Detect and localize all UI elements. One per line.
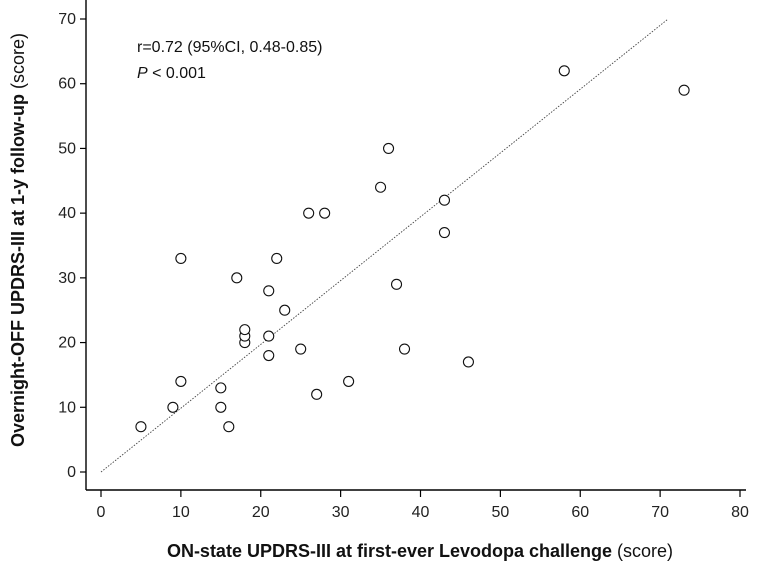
data-point <box>303 207 315 219</box>
data-point <box>343 375 355 387</box>
data-point <box>223 421 235 433</box>
data-point <box>271 252 283 264</box>
p-symbol: P <box>137 65 148 82</box>
data-point <box>263 349 275 362</box>
p-value-annotation: P < 0.001 <box>137 65 206 82</box>
trend-line <box>100 18 669 473</box>
data-point <box>175 252 187 264</box>
data-point <box>558 65 570 77</box>
y-tick-label: 70 <box>58 11 76 28</box>
data-point <box>279 304 291 316</box>
y-tick-label: 20 <box>58 335 76 352</box>
data-point <box>215 401 227 413</box>
data-point <box>263 285 275 297</box>
x-axis-title-unit: (score) <box>617 541 673 561</box>
data-point <box>175 375 187 387</box>
data-point <box>263 330 275 342</box>
data-point <box>678 84 690 96</box>
data-point <box>135 421 147 433</box>
x-axis-title-main: ON-state UPDRS-III at first-ever Levodop… <box>167 541 612 561</box>
data-point <box>438 194 451 206</box>
x-tick-label: 20 <box>252 504 270 521</box>
data-point <box>462 356 474 368</box>
p-value-text: < 0.001 <box>148 65 206 82</box>
y-tick-label: 30 <box>58 270 76 287</box>
data-point <box>390 278 403 290</box>
y-tick-label: 0 <box>67 464 76 481</box>
data-point <box>319 207 331 219</box>
data-point <box>311 388 323 400</box>
data-point <box>239 324 251 336</box>
x-tick-label: 30 <box>332 504 350 521</box>
data-point <box>398 343 411 355</box>
data-points <box>135 65 690 433</box>
x-tick-label: 60 <box>571 504 589 521</box>
y-axis-title: Overnight-OFF UPDRS-III at 1-y follow-up… <box>8 33 28 447</box>
y-axis-title-main: Overnight-OFF UPDRS-III at 1-y follow-up <box>8 94 28 447</box>
x-tick-label: 0 <box>97 504 106 521</box>
axes: 0 10 20 30 40 50 60 70 0 10 20 30 40 50 60 70 80 <box>58 0 749 521</box>
y-tick-label: 60 <box>58 76 76 93</box>
data-point <box>295 343 307 355</box>
correlation-annotation: r=0.72 (95%CI, 0.48-0.85) <box>137 39 322 56</box>
x-tick-label: 40 <box>412 504 430 521</box>
y-axis-title-unit: (score) <box>8 33 28 89</box>
x-tick-label: 80 <box>731 504 749 521</box>
data-point <box>215 382 227 394</box>
y-tick-label: 50 <box>58 140 76 157</box>
data-point <box>167 401 179 413</box>
y-tick-label: 10 <box>58 399 76 416</box>
data-point <box>231 272 243 284</box>
x-tick-label: 70 <box>651 504 669 521</box>
data-point <box>438 227 451 239</box>
data-point <box>382 142 395 154</box>
x-tick-label: 10 <box>172 504 190 521</box>
y-tick-label: 40 <box>58 205 76 222</box>
x-tick-label: 50 <box>491 504 509 521</box>
x-axis-title: ON-state UPDRS-III at first-ever Levodop… <box>167 541 673 561</box>
data-point <box>375 181 387 193</box>
